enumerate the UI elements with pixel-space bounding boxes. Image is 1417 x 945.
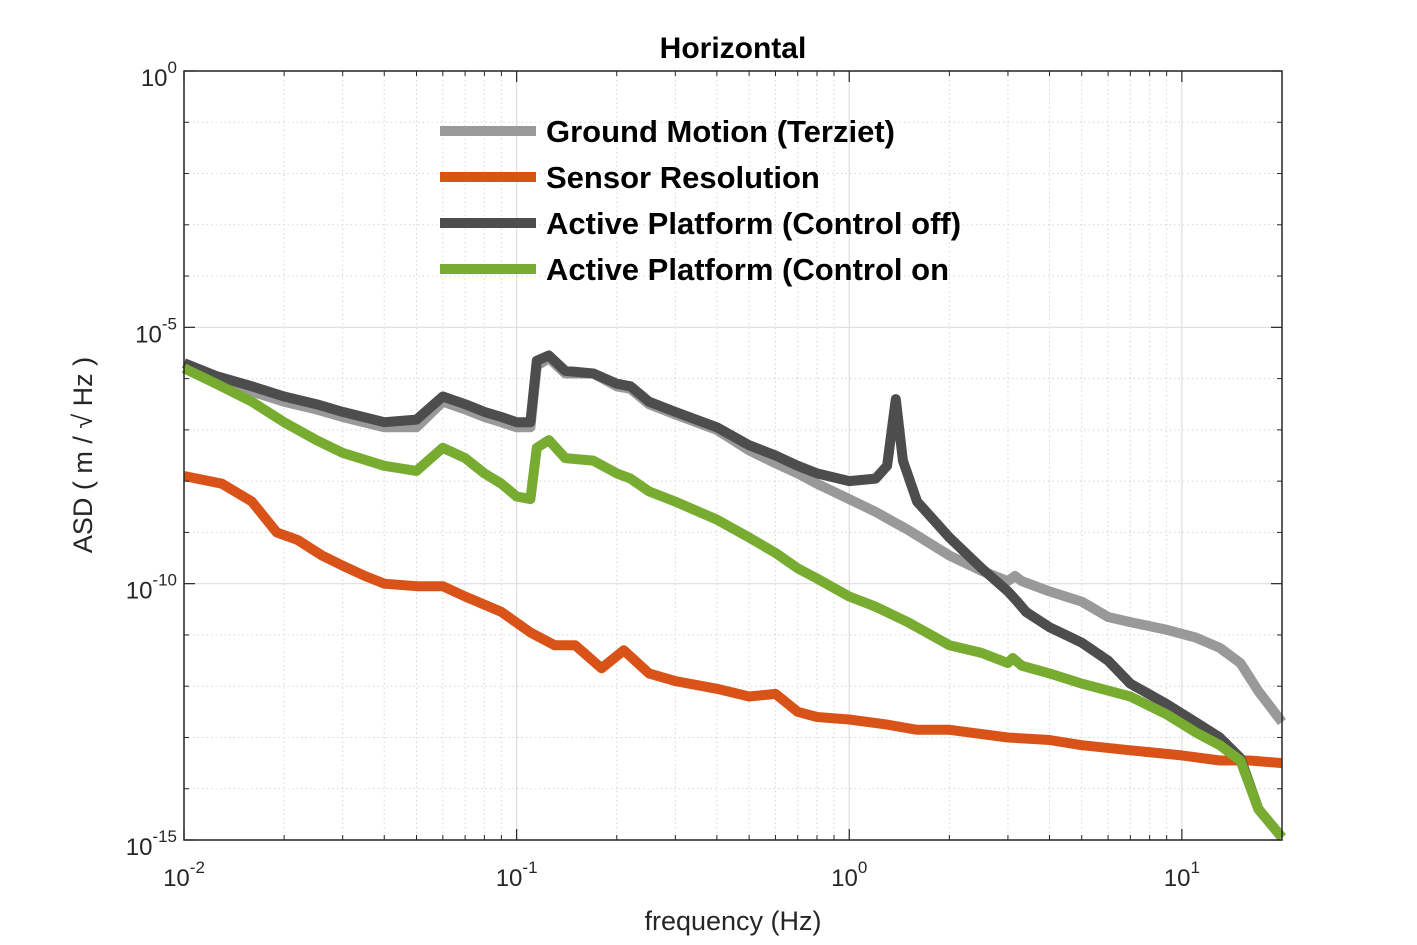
tick-labels: 10-2 10-1 100 101 100 10-5 10-10 10-15	[126, 58, 1200, 892]
x-tick-label: 101	[1164, 858, 1200, 892]
legend-label-3: Active Platform (Control off)	[546, 206, 961, 241]
y-axis-label: ASD ( m / √ Hz )	[68, 357, 98, 553]
x-tick-label: 100	[831, 858, 867, 892]
series-line-4	[181, 363, 1286, 841]
x-axis-label: frequency (Hz)	[644, 906, 821, 936]
legend: Ground Motion (Terziet) Sensor Resolution…	[440, 114, 961, 287]
series-line-2	[183, 471, 1283, 769]
ticks	[183, 70, 1282, 841]
chart-title: Horizontal	[660, 32, 807, 65]
x-tick-label: 10-1	[496, 858, 538, 892]
legend-label-4: Active Platform (Control on	[546, 252, 949, 287]
y-tick-label: 10-10	[126, 571, 177, 605]
legend-label-2: Sensor Resolution	[546, 160, 820, 195]
plot-frame	[183, 70, 1283, 841]
y-tick-label: 100	[141, 58, 177, 92]
y-tick-label: 10-15	[126, 827, 177, 861]
y-tick-label: 10-5	[135, 314, 177, 348]
series-line-3	[182, 350, 1286, 841]
x-tick-label: 10-2	[163, 858, 205, 892]
series-layer	[181, 350, 1286, 841]
legend-label-1: Ground Motion (Terziet)	[546, 114, 895, 149]
